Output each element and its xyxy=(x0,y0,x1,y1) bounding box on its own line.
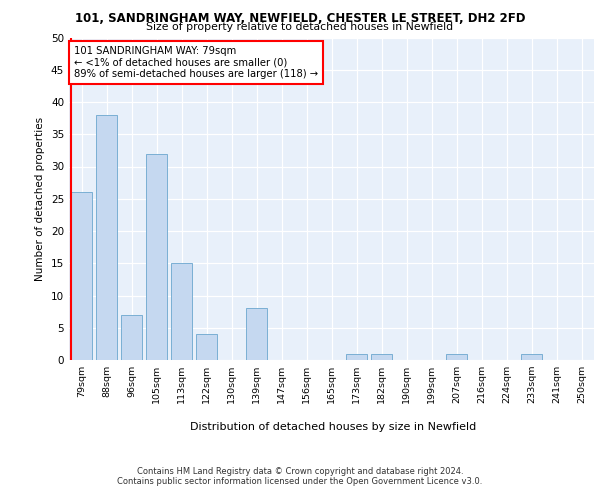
Text: Distribution of detached houses by size in Newfield: Distribution of detached houses by size … xyxy=(190,422,476,432)
Bar xyxy=(371,354,392,360)
Bar xyxy=(446,354,467,360)
Bar xyxy=(171,263,192,360)
Bar xyxy=(71,192,92,360)
Text: 101, SANDRINGHAM WAY, NEWFIELD, CHESTER LE STREET, DH2 2FD: 101, SANDRINGHAM WAY, NEWFIELD, CHESTER … xyxy=(75,12,525,24)
Text: Size of property relative to detached houses in Newfield: Size of property relative to detached ho… xyxy=(146,22,454,32)
Bar xyxy=(521,354,542,360)
Bar xyxy=(246,308,267,360)
Bar xyxy=(121,315,142,360)
Text: Contains public sector information licensed under the Open Government Licence v3: Contains public sector information licen… xyxy=(118,477,482,486)
Bar xyxy=(196,334,217,360)
Text: Contains HM Land Registry data © Crown copyright and database right 2024.: Contains HM Land Registry data © Crown c… xyxy=(137,467,463,476)
Bar xyxy=(96,115,117,360)
Y-axis label: Number of detached properties: Number of detached properties xyxy=(35,116,46,281)
Bar xyxy=(146,154,167,360)
Bar xyxy=(346,354,367,360)
Text: 101 SANDRINGHAM WAY: 79sqm
← <1% of detached houses are smaller (0)
89% of semi-: 101 SANDRINGHAM WAY: 79sqm ← <1% of deta… xyxy=(74,46,319,79)
